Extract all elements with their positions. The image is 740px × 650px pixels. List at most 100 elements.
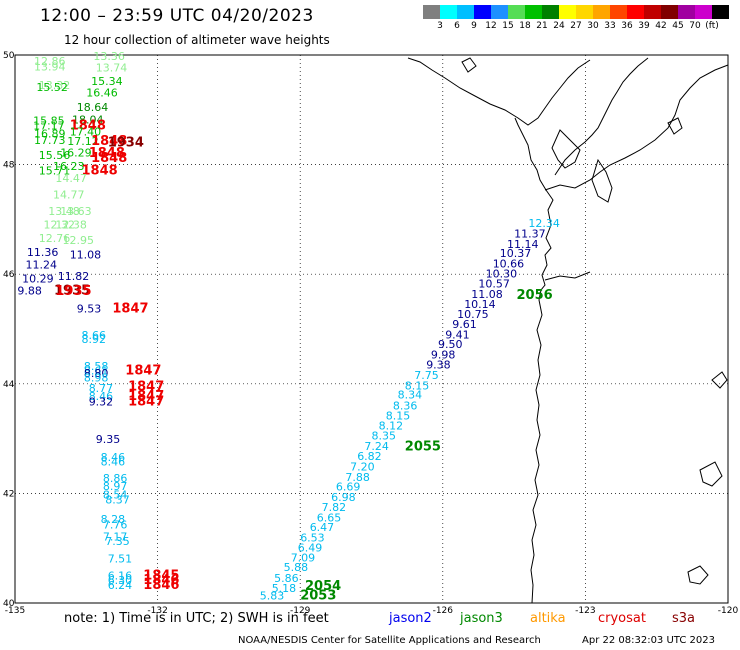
wave-height-observation: 1935 [55,284,91,299]
wave-height-observation: 6.82 [357,450,382,463]
longitude-label: -132 [147,606,167,616]
wave-height-observation: 7.88 [345,471,370,484]
wave-height-observation: 6.16 [108,569,133,582]
wave-height-observation: 2054 [305,579,341,594]
wave-height-observation: 8.15 [405,379,430,392]
latitude-label: 50 [3,51,15,61]
colorbar-label: 15 [502,21,514,31]
wave-height-observation: 1846 [143,573,179,588]
wave-height-observation: 7.20 [350,460,375,473]
wave-height-observation: 2053 [300,589,336,604]
wave-height-observation: 9.35 [96,433,121,446]
longitude-label: -135 [5,606,25,616]
wave-height-observation: 7.35 [105,535,130,548]
wave-height-observation: 15.34 [91,75,123,88]
wave-height-observation: 13.48 [48,205,80,218]
wave-height-observation: 1848 [82,164,118,179]
colorbar-label: 70 [689,21,701,31]
colorbar-label: 6 [454,21,460,31]
wave-height-observation: 18.04 [72,114,104,127]
wave-height-observation: 8.15 [386,409,411,422]
colorbar-swatch [542,5,559,19]
colorbar-swatch [508,5,525,19]
wave-height-observation: 8.66 [82,329,107,342]
wave-height-observation: 16.29 [60,146,91,159]
colorbar-swatch [491,5,508,19]
map-subtitle: 12 hour collection of altimeter wave hei… [64,33,330,47]
generated-timestamp: Apr 22 08:32:03 UTC 2023 [582,635,715,646]
wave-height-observation: 8.34 [398,389,423,402]
colorbar-label: 42 [655,21,667,31]
colorbar-label: 27 [570,21,582,31]
wave-height-observation: 14.47 [55,172,87,185]
wave-height-observation: 1934 [108,136,144,151]
wave-height-observation: 6.24 [108,579,133,592]
colorbar-swatch [678,5,695,19]
wave-height-observation: 1847 [128,395,164,410]
colorbar-label: 21 [536,21,548,31]
wave-height-observation: 8.80 [84,367,109,380]
latitude-label: 46 [3,270,15,280]
legend-altika: altika [530,611,566,626]
wave-height-observation: 8.28 [101,513,126,526]
colorbar-swatch [610,5,627,19]
wave-height-observation: 8.46 [101,456,126,469]
colorbar-label: 3 [437,21,443,31]
wave-height-observation: 16.46 [86,87,118,100]
wave-height-observation: 10.37 [500,247,532,260]
wave-height-observation: 11.08 [70,248,102,261]
wave-height-observation: 1848 [91,134,127,149]
colorbar-swatch [644,5,661,19]
wave-height-observation: 8.61 [84,365,109,378]
wave-height-observation: 11.37 [514,228,546,241]
wave-height-observation: 9.41 [445,328,470,341]
graticule [15,55,728,603]
wave-height-observation: 10.29 [22,272,53,285]
wave-height-observation: 1847 [128,389,164,404]
wave-height-observation: 16.23 [53,160,85,173]
wave-height-observation: 13.63 [60,205,91,218]
wave-height-observation: 10.66 [493,258,525,271]
colorbar-label: 36 [621,21,633,31]
wave-height-observation: 1848 [89,146,125,161]
wave-height-observation: 1847 [112,302,148,317]
wave-height-observation: 8.36 [393,400,418,413]
wave-height-observation: 6.65 [317,511,342,524]
wave-height-observation: 11.24 [26,259,58,272]
wave-height-observation: 10.75 [457,308,489,321]
wave-height-observation: 7.17 [103,531,128,544]
colorbar-swatch [576,5,593,19]
wave-height-observation: 6.69 [336,481,361,494]
wave-height-observation: 8.86 [103,472,128,485]
wave-height-observation: 13.36 [93,50,125,63]
colorbar-swatch [474,5,491,19]
wave-height-observation: 11.36 [27,246,59,259]
wave-height-observation: 14.77 [53,189,85,202]
wave-height-observation: 9.32 [89,396,114,409]
longitude-label: -129 [290,606,311,616]
colorbar-label: 12 [485,21,497,31]
colorbar-swatch [457,5,474,19]
wave-height-observation: 15.71 [39,165,71,178]
wave-height-observation: 10.57 [478,277,510,290]
wave-height-observation: 13.94 [34,60,66,73]
units-note: note: 1) Time is in UTC; 2) SWH is in fe… [64,611,329,626]
wave-height-observation: 7.09 [291,551,316,564]
wave-height-observation: 12.86 [34,55,66,68]
wave-height-observation: 8.92 [82,333,107,346]
wave-height-observation: 1846 [143,578,179,593]
wave-height-observation: 6.98 [331,491,356,504]
wave-height-observation: 8.35 [372,430,397,443]
wave-height-observation: 6.47 [310,521,335,534]
wave-height-observation: 13.32 [39,79,71,92]
wave-height-observation: 8.58 [84,360,109,373]
wave-height-observation: 17.17 [33,120,65,133]
colorbar-swatch [593,5,610,19]
wave-height-observation: 9.98 [431,349,456,362]
wave-height-observation: 8.46 [89,390,114,403]
legend-jason2: jason2 [389,611,432,626]
wave-height-observation: 2056 [517,288,553,303]
wave-height-observation: 15.56 [39,149,71,162]
wave-height-observation: 7.75 [414,369,439,382]
latitude-label: 40 [3,599,15,609]
